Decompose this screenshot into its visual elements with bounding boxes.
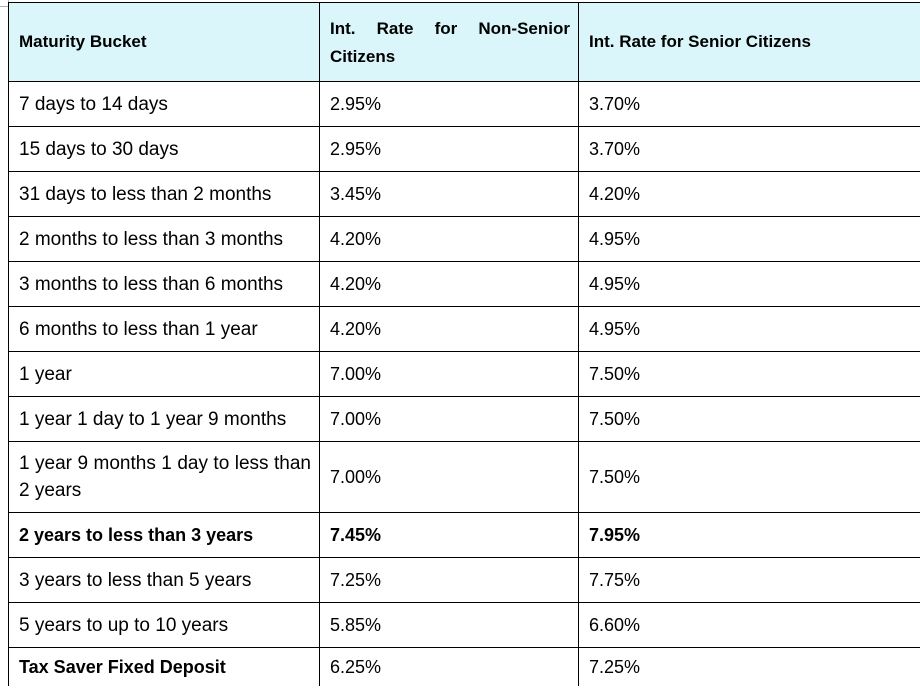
table-row: 31 days to less than 2 months 3.45% 4.20… <box>8 171 920 217</box>
non-senior-rate-cell: 5.85% <box>319 602 579 648</box>
non-senior-rate-cell: 6.25% <box>319 647 579 686</box>
maturity-bucket-cell: Tax Saver Fixed Deposit <box>8 647 320 686</box>
interest-rate-table: Maturity Bucket Int. Rate for Non-Senior… <box>8 2 920 686</box>
table-row: 1 year 1 day to 1 year 9 months 7.00% 7.… <box>8 396 920 442</box>
maturity-bucket-cell: 1 year <box>8 351 320 397</box>
non-senior-rate-cell: 7.25% <box>319 557 579 603</box>
non-senior-rate-cell: 7.00% <box>319 396 579 442</box>
maturity-bucket-cell: 1 year 1 day to 1 year 9 months <box>8 396 320 442</box>
maturity-bucket-cell: 31 days to less than 2 months <box>8 171 320 217</box>
table-header-row: Maturity Bucket Int. Rate for Non-Senior… <box>8 2 920 82</box>
maturity-bucket-cell: 5 years to up to 10 years <box>8 602 320 648</box>
header-maturity-bucket: Maturity Bucket <box>8 2 320 82</box>
non-senior-rate-cell: 4.20% <box>319 216 579 262</box>
senior-rate-cell: 3.70% <box>578 126 920 172</box>
table-row-tax-saver: Tax Saver Fixed Deposit 6.25% 7.25% <box>8 647 920 686</box>
maturity-bucket-cell: 3 months to less than 6 months <box>8 261 320 307</box>
table-row: 3 years to less than 5 years 7.25% 7.75% <box>8 557 920 603</box>
maturity-bucket-cell: 2 months to less than 3 months <box>8 216 320 262</box>
senior-rate-cell: 7.95% <box>578 512 920 558</box>
senior-rate-cell: 4.95% <box>578 261 920 307</box>
senior-rate-cell: 6.60% <box>578 602 920 648</box>
senior-rate-cell: 7.25% <box>578 647 920 686</box>
header-senior-rate: Int. Rate for Senior Citizens <box>578 2 920 82</box>
senior-rate-cell: 7.50% <box>578 351 920 397</box>
table-row: 3 months to less than 6 months 4.20% 4.9… <box>8 261 920 307</box>
senior-rate-cell: 7.50% <box>578 441 920 513</box>
table-row: 1 year 9 months 1 day to less than 2 yea… <box>8 441 920 513</box>
non-senior-rate-cell: 3.45% <box>319 171 579 217</box>
table-row: 5 years to up to 10 years 5.85% 6.60% <box>8 602 920 648</box>
maturity-bucket-cell: 15 days to 30 days <box>8 126 320 172</box>
senior-rate-cell: 4.95% <box>578 216 920 262</box>
table-row: 6 months to less than 1 year 4.20% 4.95% <box>8 306 920 352</box>
non-senior-rate-cell: 2.95% <box>319 126 579 172</box>
senior-rate-cell: 3.70% <box>578 81 920 127</box>
table-row: 2 months to less than 3 months 4.20% 4.9… <box>8 216 920 262</box>
header-non-senior-rate: Int. Rate for Non-Senior Citizens <box>319 2 579 82</box>
non-senior-rate-cell: 4.20% <box>319 261 579 307</box>
maturity-bucket-cell: 7 days to 14 days <box>8 81 320 127</box>
maturity-bucket-cell: 2 years to less than 3 years <box>8 512 320 558</box>
table-row-highlighted: 2 years to less than 3 years 7.45% 7.95% <box>8 512 920 558</box>
senior-rate-cell: 7.50% <box>578 396 920 442</box>
maturity-bucket-cell: 1 year 9 months 1 day to less than 2 yea… <box>8 441 320 513</box>
non-senior-rate-cell: 2.95% <box>319 81 579 127</box>
table-row: 15 days to 30 days 2.95% 3.70% <box>8 126 920 172</box>
senior-rate-cell: 4.20% <box>578 171 920 217</box>
table-row: 1 year 7.00% 7.50% <box>8 351 920 397</box>
non-senior-rate-cell: 7.00% <box>319 441 579 513</box>
maturity-bucket-cell: 6 months to less than 1 year <box>8 306 320 352</box>
non-senior-rate-cell: 7.00% <box>319 351 579 397</box>
table-row: 7 days to 14 days 2.95% 3.70% <box>8 81 920 127</box>
senior-rate-cell: 4.95% <box>578 306 920 352</box>
maturity-bucket-cell: 3 years to less than 5 years <box>8 557 320 603</box>
senior-rate-cell: 7.75% <box>578 557 920 603</box>
non-senior-rate-cell: 4.20% <box>319 306 579 352</box>
non-senior-rate-cell: 7.45% <box>319 512 579 558</box>
